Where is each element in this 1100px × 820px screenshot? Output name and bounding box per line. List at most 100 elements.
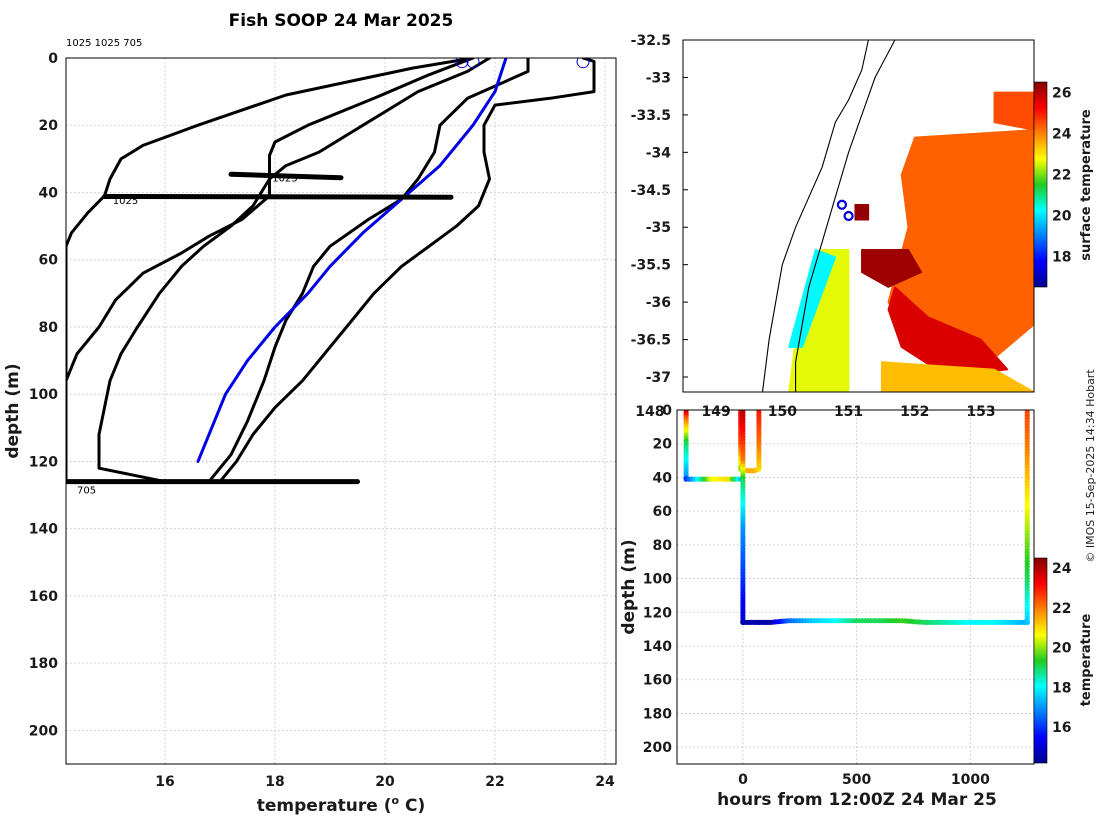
sst-region-hot-patch-2	[854, 204, 870, 221]
profile-line-labels: 1025 1025 705	[77, 173, 298, 496]
profile-x-label: temperature (o C)	[257, 794, 426, 816]
profile-y-ticks: 0 20 40 60 80 100 120 140 160 180 200	[29, 51, 58, 739]
profile-y-tick-label: 140	[29, 522, 58, 538]
map-lat-tick-label: -36.5	[631, 333, 671, 349]
profile-x-tick-label: 24	[595, 774, 615, 790]
profile-line-cast-outer	[218, 58, 596, 484]
map-lat-ticks: -32.5 -33 -33.5 -34 -34.5 -35 -35.5 -36 -36.5 -37	[631, 33, 688, 386]
time-depth-y-tick-label: 140	[643, 639, 672, 655]
map-lat-tick-label: -37	[646, 370, 671, 386]
chart-title: Fish SOOP 24 Mar 2025	[229, 11, 454, 31]
temp-colorbar-tick-label: 24	[1052, 561, 1072, 577]
temp-colorbar-label: temperature	[1079, 614, 1094, 707]
profile-grid	[66, 57, 616, 764]
cast-label: 1025	[113, 196, 138, 207]
profile-frame	[65, 57, 617, 765]
map-lat-tick-label: -32.5	[631, 33, 671, 49]
profile-y-label: depth (m)	[3, 363, 23, 458]
time-depth-x-tick-label: 0	[738, 772, 748, 788]
time-depth-y-tick-label: 60	[653, 504, 673, 520]
time-depth-frame	[676, 409, 1035, 765]
time-depth-x-tick-label: 500	[842, 772, 871, 788]
map-lat-tick-label: -35	[646, 220, 671, 236]
sst-colorbar	[1033, 81, 1048, 288]
profile-y-tick-label: 120	[29, 454, 58, 470]
profile-y-tick-label: 40	[39, 185, 59, 201]
map-panel: -32.5 -33 -33.5 -34 -34.5 -35 -35.5 -36 -36.5 -37…	[631, 33, 1094, 420]
time-depth-y-ticks: 0 20 40 60 80 100 120 140 160 180 200	[643, 403, 672, 756]
sst-colorbar-label: surface temperature	[1079, 109, 1094, 261]
cast-annotation: 1025 1025 705	[66, 38, 142, 49]
temp-colorbar	[1033, 557, 1048, 764]
coastline	[761, 40, 869, 392]
profile-y-tick-label: 0	[48, 51, 58, 67]
time-depth-y-tick-label: 200	[643, 740, 672, 756]
profile-x-tick-label: 22	[485, 774, 504, 790]
sst-colorbar-ticks: 18 20 22 24 26	[1052, 85, 1072, 265]
time-depth-y-tick-label: 160	[643, 673, 672, 689]
profile-x-tick-label: 16	[155, 774, 174, 790]
map-lines	[761, 40, 896, 392]
time-depth-y-tick-label: 120	[643, 605, 672, 621]
profile-line-cast-blue	[196, 58, 508, 463]
profile-line-cast-1025-c	[97, 58, 491, 484]
cast-label: 1025	[272, 173, 297, 184]
profile-line-cast-705	[207, 58, 530, 484]
sst-region-shelf-warm	[880, 361, 1034, 392]
time-depth-y-tick-label: 0	[662, 403, 672, 419]
time-depth-y-tick-label: 80	[653, 538, 673, 554]
depth-contour	[795, 40, 896, 392]
time-depth-y-tick-label: 100	[643, 572, 672, 588]
map-lat-tick-label: -34	[646, 145, 672, 161]
time-depth-y-tick-label: 20	[653, 437, 673, 453]
temp-colorbar-tick-label: 22	[1052, 601, 1071, 617]
map-stations	[836, 199, 854, 222]
sst-region-nearshore-cool	[788, 248, 837, 348]
profile-x-tick-label: 18	[265, 774, 284, 790]
surface-marker	[576, 58, 590, 69]
map-lon-tick-label: 150	[768, 404, 797, 420]
map-lon-tick-label: 148	[635, 404, 664, 420]
temp-colorbar-tick-label: 18	[1052, 680, 1071, 696]
map-lon-tick-label: 149	[701, 404, 730, 420]
cast-label: 705	[77, 485, 96, 496]
profile-y-tick-label: 160	[29, 589, 58, 605]
map-lat-tick-label: -33	[646, 70, 671, 86]
profile-y-tick-label: 80	[39, 320, 59, 336]
sst-region-north-offshore	[993, 91, 1034, 131]
time-depth-y-label: depth (m)	[619, 539, 639, 634]
profile-panel: Fish SOOP 24 Mar 2025 1025 1025 705 1025…	[3, 11, 617, 816]
profile-line-cast-1025-b	[66, 58, 475, 484]
watermark: © IMOS 15-Sep-2025 14:34 Hobart	[1084, 369, 1097, 563]
time-depth-panel: 0 500 1000 0 20 40 60 80 100 120 140 160 180 200 hou…	[619, 403, 1094, 810]
time-depth-grid	[677, 409, 1034, 764]
sst-regions	[788, 91, 1034, 392]
profile-y-tick-label: 200	[29, 723, 58, 739]
time-depth-y-tick-label: 180	[643, 706, 672, 722]
time-depth-x-label: hours from 12:00Z 24 Mar 25	[717, 790, 997, 810]
sst-region-hot-patch-1	[861, 248, 923, 288]
profile-line-cast-1025-a	[66, 58, 475, 484]
map-lon-ticks: 148 149 150 151 152 153	[635, 404, 995, 420]
map-lon-tick-label: 153	[966, 404, 995, 420]
sst-colorbar-tick-label: 22	[1052, 167, 1071, 183]
map-lat-tick-label: -36	[646, 295, 671, 311]
time-depth-x-ticks: 0 500 1000	[738, 772, 990, 788]
temp-colorbar-tick-label: 20	[1052, 641, 1072, 657]
profile-y-tick-label: 180	[29, 656, 58, 672]
sst-colorbar-tick-label: 26	[1052, 85, 1071, 101]
sst-colorbar-tick-label: 20	[1052, 208, 1072, 224]
profile-x-tick-label: 20	[375, 774, 395, 790]
sst-colorbar-tick-label: 24	[1052, 126, 1072, 142]
profile-y-tick-label: 100	[29, 387, 58, 403]
sample-point	[1024, 410, 1030, 413]
surface-marker	[455, 58, 469, 69]
time-depth-points	[683, 410, 1030, 626]
station-marker	[836, 199, 848, 210]
profile-x-ticks: 16 18 20 22 24	[155, 774, 615, 790]
surface-marker	[466, 58, 480, 69]
temp-colorbar-ticks: 16 18 20 22 24	[1052, 561, 1072, 736]
profile-y-tick-label: 20	[39, 118, 59, 134]
temp-colorbar-tick-label: 16	[1052, 720, 1071, 736]
